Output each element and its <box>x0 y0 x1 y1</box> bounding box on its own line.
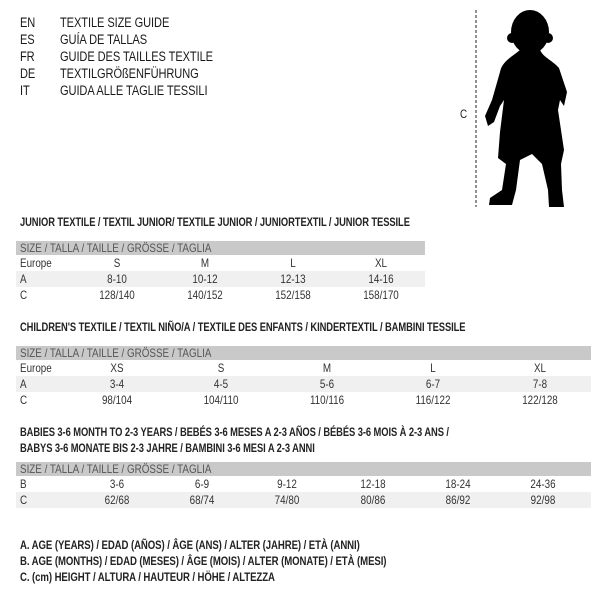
babies-title-line2: BABYS 3-6 MONATE BIS 2-3 JAHRE / BAMBINI… <box>20 441 315 455</box>
table-cell: 86/92 <box>445 493 471 507</box>
legend-c: C. (cm) HEIGHT / ALTURA / HAUTEUR / HÖHE… <box>20 570 275 584</box>
table-cell: 158/170 <box>363 288 399 302</box>
table-cell: 14-16 <box>368 272 394 286</box>
row-label: Europe <box>20 361 52 375</box>
legend-b: B. AGE (MONTHS) / EDAD (MESES) / ÂGE (MO… <box>20 554 387 568</box>
table-header: SIZE / TALLA / TAILLE / GRÖSSE / TAGLIA <box>16 241 425 255</box>
row-label: C <box>20 288 28 302</box>
junior-size-table: SIZE / TALLA / TAILLE / GRÖSSE / TAGLIA E… <box>16 241 425 303</box>
language-title: TEXTILGRÖßENFÜHRUNG <box>60 66 199 81</box>
table-cell: 24-36 <box>530 477 556 491</box>
table-cell: M <box>200 256 210 270</box>
header-label: SIZE / TALLA / TAILLE / GRÖSSE / TAGLIA <box>20 241 212 255</box>
table-cell: 98/104 <box>101 393 133 407</box>
language-code: FR <box>20 49 35 64</box>
table-cell: 80/86 <box>360 493 386 507</box>
header-label: SIZE / TALLA / TAILLE / GRÖSSE / TAGLIA <box>20 346 212 360</box>
table-cell: L <box>290 256 296 270</box>
row-label: B <box>20 477 27 491</box>
table-cell: 104/110 <box>203 393 239 407</box>
table-header: SIZE / TALLA / TAILLE / GRÖSSE / TAGLIA <box>16 462 591 476</box>
table-cell: 10-12 <box>192 272 218 286</box>
header-label: SIZE / TALLA / TAILLE / GRÖSSE / TAGLIA <box>20 462 212 476</box>
table-cell: 4-5 <box>213 377 229 391</box>
language-code: EN <box>20 15 36 30</box>
table-cell: 110/116 <box>309 393 345 407</box>
language-title: TEXTILE SIZE GUIDE <box>60 15 170 30</box>
table-cell: 152/158 <box>275 288 311 302</box>
table-cell: 7-8 <box>532 377 548 391</box>
table-cell: 6-9 <box>194 477 210 491</box>
table-cell: 122/128 <box>522 393 558 407</box>
table-cell: 5-6 <box>319 377 335 391</box>
children-size-table: SIZE / TALLA / TAILLE / GRÖSSE / TAGLIA E… <box>16 346 591 408</box>
table-cell: 3-6 <box>109 477 125 491</box>
table-cell: XS <box>110 361 124 375</box>
table-cell: S <box>217 361 225 375</box>
table-row: Europe XS S M L XL <box>16 360 591 376</box>
language-code: ES <box>20 32 35 47</box>
language-title: GUIDA ALLE TAGLIE TESSILI <box>60 83 208 98</box>
babies-size-table: SIZE / TALLA / TAILLE / GRÖSSE / TAGLIA B… <box>16 462 591 508</box>
junior-title: JUNIOR TEXTILE / TEXTIL JUNIOR/ TEXTILE … <box>20 215 410 229</box>
table-cell: 116/122 <box>415 393 451 407</box>
legend-a: A. AGE (YEARS) / EDAD (AÑOS) / ÂGE (ANS)… <box>20 538 360 552</box>
row-label: C <box>20 493 28 507</box>
table-cell: 9-12 <box>277 477 297 491</box>
table-row: A 8-10 10-12 12-13 14-16 <box>16 271 425 287</box>
table-row: B 3-6 6-9 9-12 12-18 18-24 24-36 <box>16 476 591 492</box>
babies-title-line1: BABIES 3-6 MONTH TO 2-3 YEARS / BEBÉS 3-… <box>20 425 449 439</box>
table-cell: XL <box>533 361 547 375</box>
language-title: GUIDE DES TAILLES TEXTILE <box>60 49 213 64</box>
table-cell: 3-4 <box>109 377 125 391</box>
table-row: C 128/140 140/152 152/158 158/170 <box>16 287 425 303</box>
children-title: CHILDREN'S TEXTILE / TEXTIL NIÑO/A / TEX… <box>20 320 466 334</box>
table-row: C 98/104 104/110 110/116 116/122 122/128 <box>16 392 591 408</box>
height-label: C <box>460 107 468 121</box>
table-cell: XL <box>374 256 388 270</box>
table-cell: L <box>430 361 436 375</box>
baby-silhouette-icon <box>475 10 567 207</box>
table-cell: 18-24 <box>445 477 471 491</box>
language-title: GUÍA DE TALLAS <box>60 32 148 47</box>
row-label: C <box>20 393 28 407</box>
row-label: A <box>20 377 27 391</box>
table-cell: 12-13 <box>280 272 306 286</box>
table-row: Europe S M L XL <box>16 255 425 271</box>
table-cell: M <box>322 361 332 375</box>
table-row: A 3-4 4-5 5-6 6-7 7-8 <box>16 376 591 392</box>
table-cell: 74/80 <box>274 493 300 507</box>
table-cell: 128/140 <box>99 288 135 302</box>
table-cell: 92/98 <box>530 493 556 507</box>
row-label: A <box>20 272 27 286</box>
language-code: DE <box>20 66 36 81</box>
row-label: Europe <box>20 256 52 270</box>
language-code: IT <box>20 83 30 98</box>
table-cell: 62/68 <box>104 493 130 507</box>
table-header: SIZE / TALLA / TAILLE / GRÖSSE / TAGLIA <box>16 346 591 360</box>
table-cell: 6-7 <box>425 377 441 391</box>
table-cell: 8-10 <box>107 272 127 286</box>
table-cell: 140/152 <box>187 288 223 302</box>
table-cell: 68/74 <box>189 493 215 507</box>
table-cell: S <box>113 256 121 270</box>
table-cell: 12-18 <box>360 477 386 491</box>
table-row: C 62/68 68/74 74/80 80/86 86/92 92/98 <box>16 492 591 508</box>
